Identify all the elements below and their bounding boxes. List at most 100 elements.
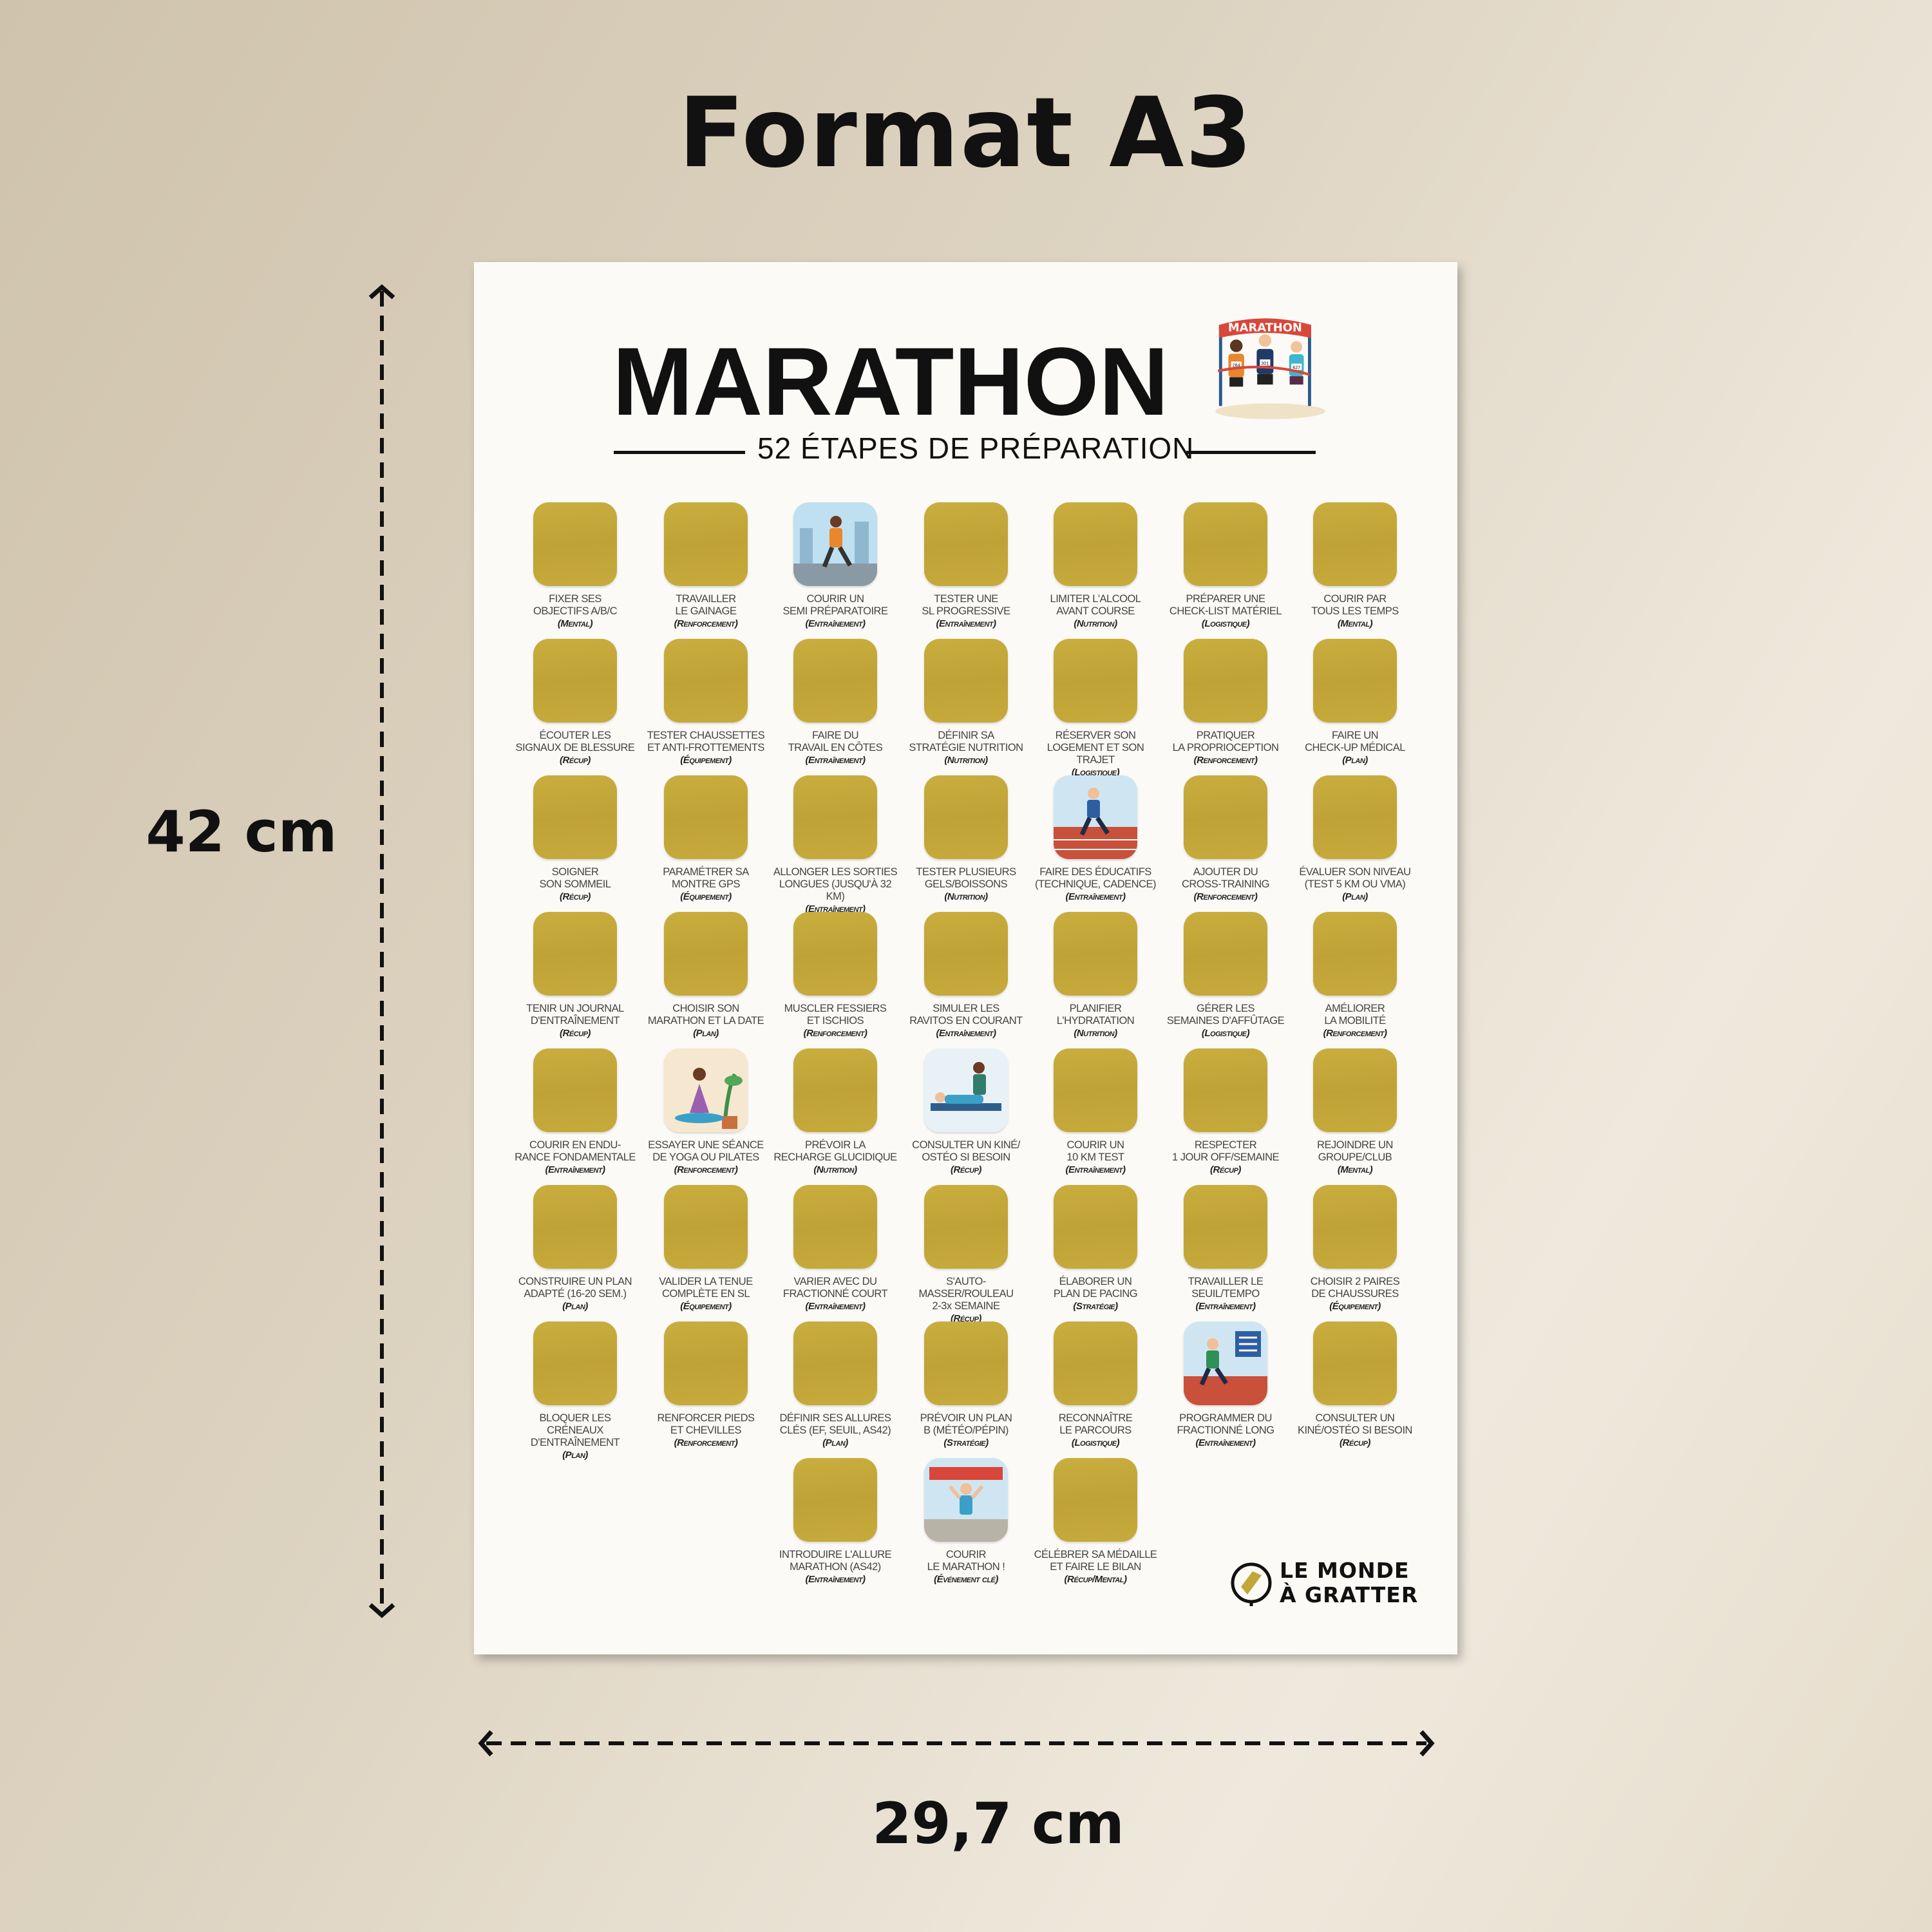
tile-text-line: S'AUTO-MASSER/ROULEAU xyxy=(918,1276,1014,1300)
tile-category: (Stratégie) xyxy=(1073,1301,1118,1312)
tile-text-line: RAVITOS EN COURANT xyxy=(909,1015,1023,1027)
tile-category: (Renforcement) xyxy=(674,1164,738,1175)
scratch-tile[interactable] xyxy=(533,639,617,723)
scratch-tile[interactable] xyxy=(664,639,748,723)
tile-text-line: DÉFINIR SA xyxy=(938,730,994,741)
tile-text-line: (TEST 5 KM OU VMA) xyxy=(1304,878,1406,890)
scratch-tile[interactable] xyxy=(1184,775,1267,859)
scratch-tile[interactable] xyxy=(1184,1185,1267,1269)
tile-label: TESTER CHAUSSETTES ET ANTI-FROTTEMENTS (Éq… xyxy=(642,730,770,766)
brand-line2: À GRATTER xyxy=(1280,1582,1419,1607)
scratch-tile[interactable] xyxy=(924,912,1008,996)
scratch-tile-revealed[interactable] xyxy=(924,1048,1008,1132)
tile-category: (Entraînement) xyxy=(805,755,866,766)
tile-text-line: PLAN DE PACING xyxy=(1053,1288,1138,1300)
scratch-tile[interactable] xyxy=(1184,912,1267,996)
scratch-tile[interactable] xyxy=(1054,1321,1137,1405)
scratch-tile[interactable] xyxy=(533,1048,617,1132)
tile-label: PRÉVOIR LA RECHARGE GLUCIDIQUE (Nutrition) xyxy=(772,1139,899,1176)
tile-category: (Entraînement) xyxy=(805,618,866,629)
tile-text-line: COURIR UN xyxy=(806,593,865,605)
tile-text-line: SEMAINES D'AFFÛTAGE xyxy=(1166,1015,1285,1027)
tile-label: CHOISIR 2 PAIRES DE CHAUSSURES (Équipement… xyxy=(1291,1276,1419,1312)
tile-category: (Mental) xyxy=(557,618,593,629)
scratch-tile[interactable] xyxy=(793,1185,877,1269)
tile-text-line: LOGEMENT ET SON TRAJET xyxy=(1046,742,1144,766)
tile-category: (Plan) xyxy=(822,1437,848,1448)
tile-label: TESTER UNE SL PROGRESSIVE (Entraînement) xyxy=(902,593,1030,630)
scratch-tile-revealed[interactable] xyxy=(924,1458,1008,1542)
scratch-tile[interactable] xyxy=(924,502,1008,586)
tile-category: (Récup) xyxy=(951,1164,981,1175)
scratch-tile[interactable] xyxy=(533,775,617,859)
tile-text-line: COURIR PAR xyxy=(1323,593,1387,605)
scratch-tile-revealed[interactable] xyxy=(1184,1321,1267,1405)
scratch-tile-revealed[interactable] xyxy=(664,1048,748,1132)
tile-category: (Récup) xyxy=(951,1313,981,1324)
tile-label: GÉRER LES SEMAINES D'AFFÛTAGE (Logistique) xyxy=(1162,1003,1289,1039)
tile-label: INTRODUIRE L'ALLURE MARATHON (AS42) (Entra… xyxy=(772,1549,899,1586)
tile-text-line: SL PROGRESSIVE xyxy=(922,605,1010,617)
tile-text-line: SIMULER LES xyxy=(933,1003,999,1014)
scratch-tile[interactable] xyxy=(793,912,877,996)
scratch-tile[interactable] xyxy=(793,775,877,859)
tile-category: (Récup) xyxy=(560,755,591,766)
tile-text-line: PRÉPARER UNE xyxy=(1186,593,1265,605)
scratch-tile[interactable] xyxy=(533,912,617,996)
tile-label: CHOISIR SON MARATHON ET LA DATE (Plan) xyxy=(642,1003,770,1039)
globe-scratch-icon xyxy=(1231,1562,1272,1606)
tile-label: LIMITER L'ALCOOL AVANT COURSE (Nutrition) xyxy=(1032,593,1159,630)
tile-text-line: LE GAINAGE xyxy=(675,605,737,617)
scratch-tile[interactable] xyxy=(664,1185,748,1269)
scratch-tile[interactable] xyxy=(1184,1048,1267,1132)
scratch-tile[interactable] xyxy=(533,502,617,586)
scratch-tile[interactable] xyxy=(1054,639,1137,723)
scratch-tile[interactable] xyxy=(924,1321,1008,1405)
tile-text-line: PRATIQUER xyxy=(1196,730,1255,741)
scratch-tile[interactable] xyxy=(664,1321,748,1405)
bib-number: 301 xyxy=(1261,360,1269,366)
scratch-tile[interactable] xyxy=(1313,502,1397,586)
tile-category: (Nutrition) xyxy=(944,755,988,766)
tile-text-line: TESTER CHAUSSETTES xyxy=(647,730,765,741)
tile-text-line: FRACTIONNÉ COURT xyxy=(782,1288,888,1300)
physio-illustration xyxy=(924,1048,1008,1132)
scratch-tile[interactable] xyxy=(1313,775,1397,859)
scratch-tile[interactable] xyxy=(664,775,748,859)
scratch-tile[interactable] xyxy=(1054,1458,1137,1542)
tile-text-line: TRAVAILLER LE xyxy=(1188,1276,1264,1287)
scratch-tile[interactable] xyxy=(793,1321,877,1405)
tile-category: (Renforcement) xyxy=(1193,891,1258,902)
scratch-tile[interactable] xyxy=(793,1048,877,1132)
tile-text-line: FAIRE DES ÉDUCATIFS xyxy=(1039,866,1151,878)
scratch-tile[interactable] xyxy=(793,639,877,723)
scratch-tile[interactable] xyxy=(1313,1321,1397,1405)
scratch-tile[interactable] xyxy=(1313,639,1397,723)
scratch-tile[interactable] xyxy=(533,1185,617,1269)
scratch-tile[interactable] xyxy=(1313,1048,1397,1132)
tile-text-line: ESSAYER UNE SÉANCE xyxy=(648,1139,764,1151)
tile-text-line: CHOISIR 2 PAIRES xyxy=(1310,1276,1400,1287)
tile-text-line: INTRODUIRE L'ALLURE xyxy=(779,1549,892,1560)
scratch-tile[interactable] xyxy=(1184,502,1267,586)
scratch-tile-revealed[interactable] xyxy=(1054,775,1137,859)
scratch-tile[interactable] xyxy=(533,1321,617,1405)
tile-text-line: (TECHNIQUE, CADENCE) xyxy=(1034,878,1157,890)
tile-text-line: TRAVAIL EN CÔTES xyxy=(788,742,883,753)
runner-city-illustration xyxy=(793,502,877,586)
scratch-tile[interactable] xyxy=(664,502,748,586)
scratch-tile[interactable] xyxy=(1313,912,1397,996)
scratch-tile[interactable] xyxy=(1054,1185,1137,1269)
scratch-tile[interactable] xyxy=(1184,639,1267,723)
scratch-tile[interactable] xyxy=(1054,1048,1137,1132)
scratch-tile[interactable] xyxy=(924,775,1008,859)
tile-label: PRÉPARER UNE CHECK-LIST MATÉRIEL (Logistiq… xyxy=(1162,593,1289,630)
scratch-tile[interactable] xyxy=(1054,502,1137,586)
scratch-tile[interactable] xyxy=(1054,912,1137,996)
scratch-tile-revealed[interactable] xyxy=(793,502,877,586)
scratch-tile[interactable] xyxy=(924,639,1008,723)
scratch-tile[interactable] xyxy=(664,912,748,996)
scratch-tile[interactable] xyxy=(924,1185,1008,1269)
scratch-tile[interactable] xyxy=(793,1458,877,1542)
scratch-tile[interactable] xyxy=(1313,1185,1397,1269)
